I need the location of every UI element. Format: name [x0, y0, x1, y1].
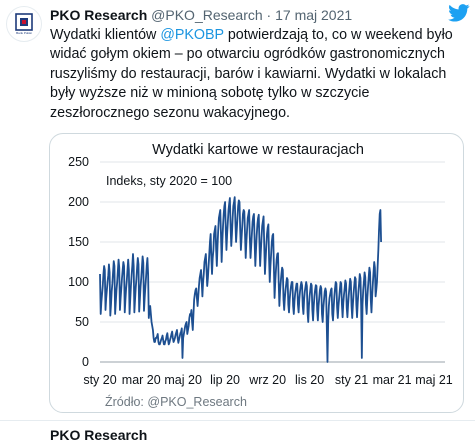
- x-tick-label: maj 21: [415, 373, 453, 387]
- tweet-date[interactable]: 17 maj 2021: [275, 7, 353, 23]
- x-tick-label: sty 21: [335, 373, 368, 387]
- x-tick-label: mar 21: [373, 373, 412, 387]
- tweet: Bank Polski PKO Research @PKO_Research ·…: [6, 4, 470, 413]
- x-tick-label: maj 20: [164, 373, 202, 387]
- author-name[interactable]: PKO Research: [50, 7, 148, 23]
- tweet-text-start: Wydatki klientów: [50, 27, 161, 43]
- x-tick-label: lip 20: [210, 373, 240, 387]
- y-tick-label: 250: [68, 155, 89, 169]
- y-tick-label: 50: [75, 315, 89, 329]
- chart-annotation: Indeks, sty 2020 = 100: [106, 174, 232, 188]
- x-tick-label: wrz 20: [248, 373, 286, 387]
- mention-link[interactable]: @PKOBP: [160, 27, 224, 43]
- x-tick-label: mar 20: [122, 373, 161, 387]
- series-line: [99, 196, 382, 363]
- tweet-divider: [0, 420, 475, 421]
- avatar[interactable]: Bank Polski: [6, 6, 42, 42]
- next-tweet-author[interactable]: PKO Research: [50, 427, 148, 443]
- chart-gridlines: [100, 161, 445, 363]
- x-tick-label: sty 20: [83, 373, 116, 387]
- y-axis-ticks: 0 50 100 150 200 250: [68, 155, 89, 369]
- chart-source: Źródło: @PKO_Research: [105, 394, 247, 409]
- tweet-text-rest: potwierdzają to, co w weekend było widać…: [50, 27, 453, 121]
- x-axis-ticks: sty 20 mar 20 maj 20 lip 20 wrz 20 lis 20 sty …: [83, 373, 452, 387]
- avatar-caption: Bank Polski: [16, 31, 32, 35]
- tweet-text: Wydatki klientów @PKOBP potwierdzają to,…: [50, 26, 462, 123]
- y-tick-label: 0: [82, 355, 89, 369]
- twitter-bird-icon[interactable]: [448, 4, 470, 22]
- x-tick-label: lis 20: [295, 373, 324, 387]
- chart-title: Wydatki kartowe w restauracjach: [152, 142, 364, 158]
- y-tick-label: 150: [68, 235, 89, 249]
- header-separator: ·: [266, 7, 272, 23]
- tweet-media-chart[interactable]: Wydatki kartowe w restauracjach 0 50 100 15…: [49, 133, 464, 413]
- pko-logo-icon: [15, 13, 33, 31]
- line-chart: Wydatki kartowe w restauracjach 0 50 100 15…: [68, 142, 453, 409]
- y-tick-label: 100: [68, 275, 89, 289]
- tweet-header: PKO Research @PKO_Research · 17 maj 2021: [50, 6, 352, 24]
- y-tick-label: 200: [68, 195, 89, 209]
- author-handle[interactable]: @PKO_Research: [151, 7, 263, 23]
